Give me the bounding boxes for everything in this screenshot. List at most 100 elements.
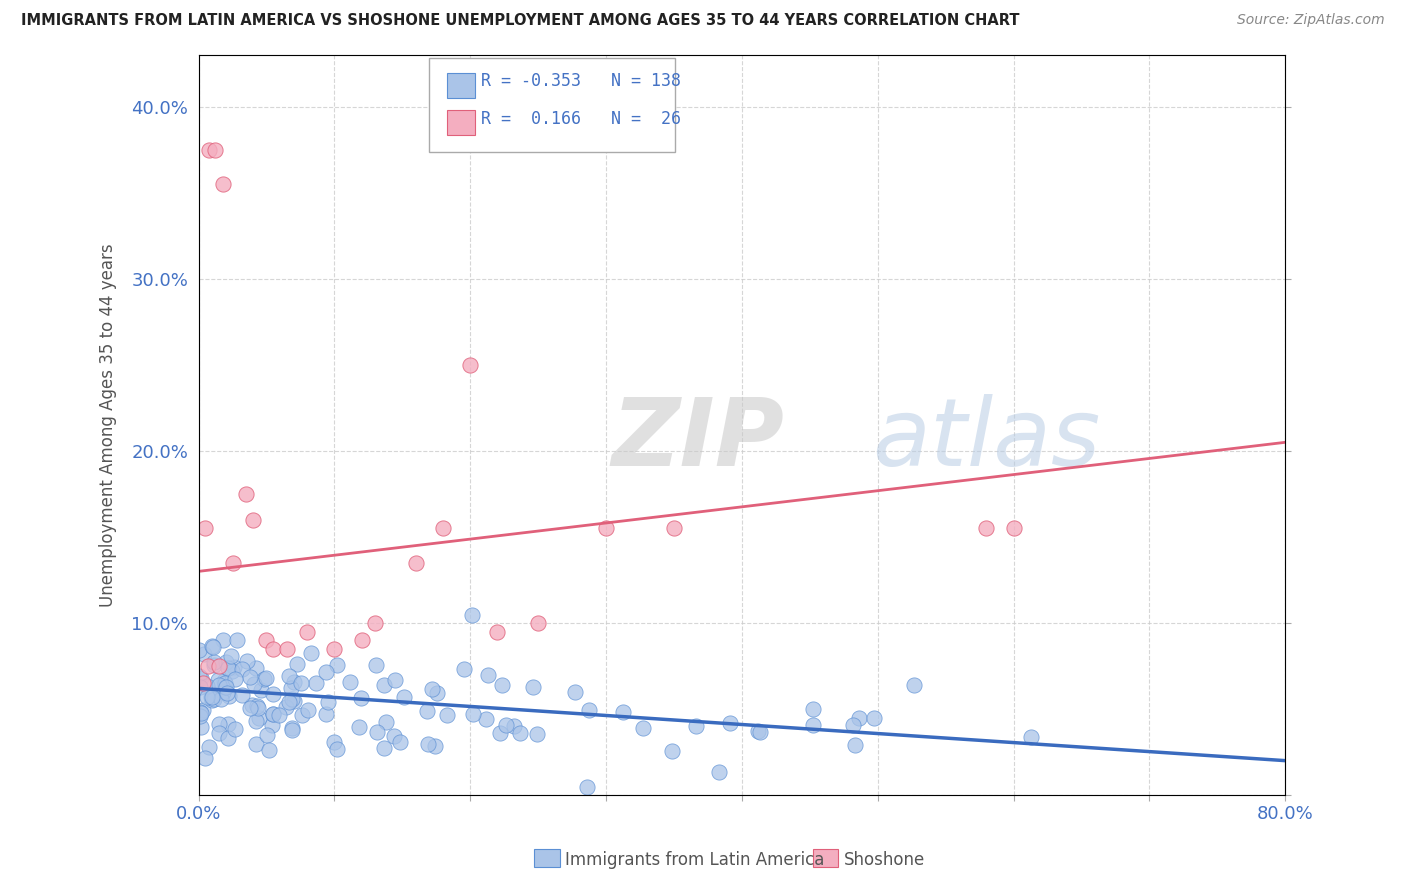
Point [315, 707, 337, 722]
Point [749, 725, 772, 739]
Point [578, 703, 600, 717]
Point [453, 662, 475, 676]
Point [245, 714, 267, 729]
Point [375, 714, 398, 729]
Point [848, 711, 870, 725]
Point [420, 682, 443, 697]
Point [436, 708, 458, 723]
Point [212, 177, 235, 191]
Point [194, 521, 217, 535]
Point [297, 703, 319, 717]
Point [197, 739, 219, 754]
Point [316, 695, 339, 709]
Point [212, 632, 235, 647]
Point [278, 694, 301, 708]
Point [373, 678, 395, 692]
Point [475, 712, 498, 726]
Point [389, 735, 412, 749]
Point [262, 641, 284, 656]
Point [235, 654, 257, 668]
Point [239, 701, 262, 715]
Point [297, 624, 319, 639]
Point [283, 674, 305, 689]
Point [267, 708, 290, 723]
Point [191, 676, 214, 690]
Point [491, 677, 513, 691]
Point [322, 735, 344, 749]
Point [201, 690, 224, 704]
Point [502, 718, 524, 732]
Point [576, 780, 599, 794]
Point [262, 687, 284, 701]
Text: Immigrants from Latin America: Immigrants from Latin America [565, 851, 824, 869]
Point [208, 726, 231, 740]
Point [339, 674, 361, 689]
Point [245, 737, 267, 751]
Point [215, 686, 238, 700]
Point [204, 143, 226, 157]
Point [280, 681, 302, 695]
Point [463, 707, 485, 722]
Point [247, 711, 270, 725]
Point [217, 731, 239, 745]
Point [262, 718, 284, 732]
Point [801, 718, 824, 732]
Point [662, 521, 685, 535]
Point [202, 655, 225, 669]
Point [285, 657, 308, 671]
Point [416, 704, 439, 718]
Point [326, 658, 349, 673]
Point [246, 701, 269, 715]
Point [193, 704, 215, 718]
Point [214, 655, 236, 669]
Point [299, 646, 322, 660]
Point [209, 692, 232, 706]
Point [276, 641, 298, 656]
Point [522, 680, 544, 694]
Point [257, 742, 280, 756]
Point [262, 707, 284, 722]
Point [903, 678, 925, 692]
Point [231, 688, 253, 702]
Point [217, 717, 239, 731]
Point [242, 513, 264, 527]
Point [276, 699, 298, 714]
Point [256, 671, 278, 685]
Y-axis label: Unemployment Among Ages 35 to 44 years: Unemployment Among Ages 35 to 44 years [100, 244, 117, 607]
Point [256, 633, 278, 648]
Point [193, 647, 215, 661]
Point [253, 672, 276, 686]
Point [262, 706, 284, 721]
Point [200, 690, 222, 704]
Point [239, 670, 262, 684]
Point [432, 521, 454, 535]
Point [315, 665, 337, 679]
Point [212, 673, 235, 688]
Point [350, 691, 373, 706]
Point [326, 742, 349, 756]
Point [323, 641, 346, 656]
Point [631, 721, 654, 735]
Point [215, 680, 238, 694]
Point [190, 671, 212, 685]
Point [364, 615, 387, 630]
Point [278, 669, 301, 683]
Point [197, 659, 219, 673]
Point [224, 673, 246, 687]
Point [201, 692, 224, 706]
Text: ZIP: ZIP [612, 394, 785, 486]
Point [280, 692, 302, 706]
Point [202, 640, 225, 655]
Point [256, 728, 278, 742]
Point [246, 698, 269, 713]
Point [281, 723, 304, 738]
Point [218, 689, 240, 703]
Point [281, 721, 304, 735]
Point [283, 694, 305, 708]
Point [190, 705, 212, 719]
Point [718, 715, 741, 730]
Text: R = -0.353   N = 138: R = -0.353 N = 138 [481, 72, 681, 90]
Point [486, 624, 509, 639]
Point [290, 676, 312, 690]
Point [366, 724, 388, 739]
